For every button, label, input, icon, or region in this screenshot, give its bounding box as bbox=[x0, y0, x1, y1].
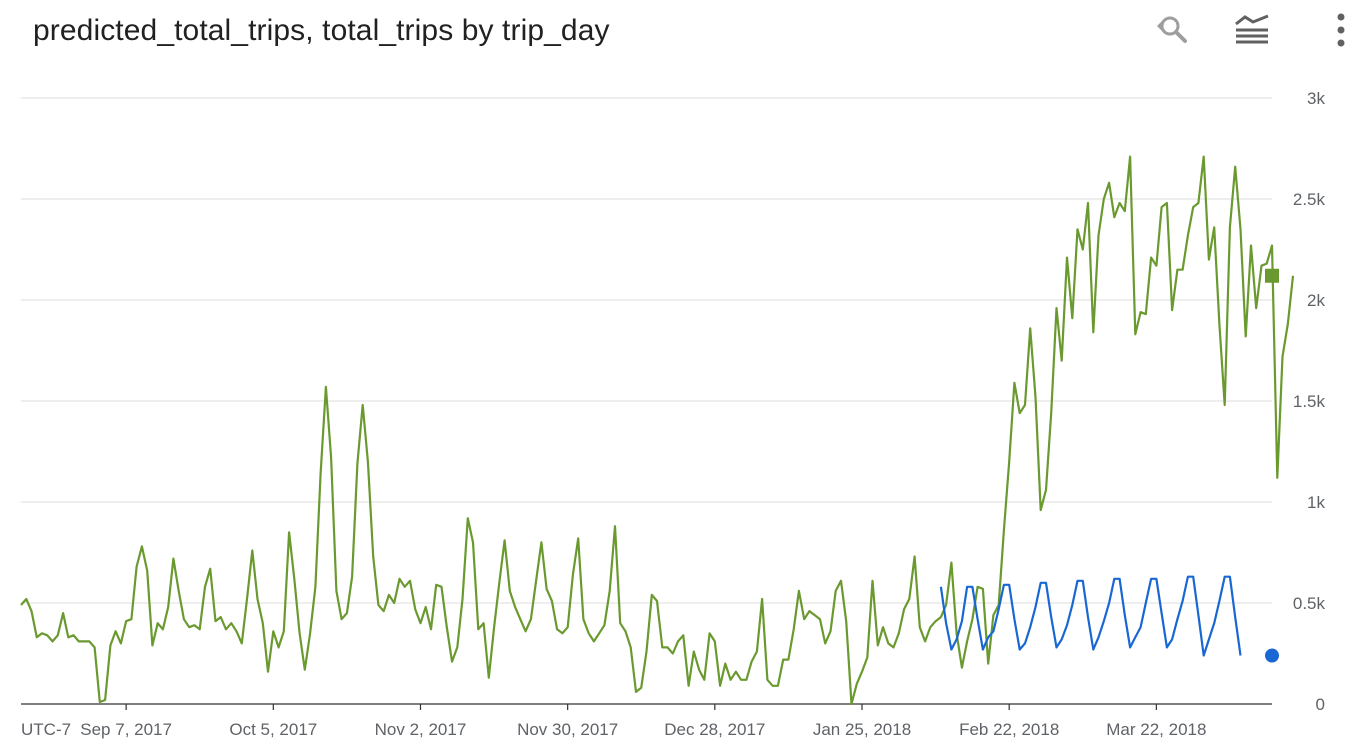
y-tick-label: 1.5k bbox=[1293, 392, 1326, 411]
series-end-marker-circle bbox=[1265, 648, 1279, 663]
y-tick-label: 0.5k bbox=[1293, 594, 1326, 613]
y-tick-label: 1k bbox=[1307, 493, 1325, 512]
series-line-1 bbox=[20, 155, 1295, 706]
y-tick-label: 2.5k bbox=[1293, 190, 1326, 209]
y-tick-label: 3k bbox=[1307, 89, 1325, 108]
chart-title: predicted_total_trips, total_trips by tr… bbox=[33, 14, 610, 47]
y-axis-ticks: 0 0.5k 1k 1.5k 2k 2.5k 3k bbox=[1293, 89, 1326, 714]
x-axis-ticks: Sep 7, 2017 Oct 5, 2017 Nov 2, 2017 Nov 30,… bbox=[80, 704, 1206, 739]
more-options-button[interactable] bbox=[1310, 8, 1350, 52]
reset-zoom-button[interactable] bbox=[1151, 8, 1195, 52]
x-tick-label: Sep 7, 2017 bbox=[80, 720, 172, 739]
series-line-2 bbox=[939, 575, 1242, 657]
x-tick-label: Mar 22, 2018 bbox=[1106, 720, 1206, 739]
series-lines bbox=[20, 155, 1295, 706]
x-tick-label: Oct 5, 2017 bbox=[229, 720, 317, 739]
y-tick-label: 0 bbox=[1316, 695, 1325, 714]
more-vert-icon bbox=[1337, 13, 1345, 47]
x-tick-label: Nov 2, 2017 bbox=[375, 720, 467, 739]
legend-toggle-button[interactable] bbox=[1230, 8, 1274, 52]
x-tick-label: Jan 25, 2018 bbox=[813, 720, 911, 739]
x-tick-label: Feb 22, 2018 bbox=[959, 720, 1059, 739]
series-end-marker-square bbox=[1265, 268, 1279, 283]
y-tick-label: 2k bbox=[1307, 291, 1325, 310]
grid-lines bbox=[21, 97, 1272, 705]
timezone-label: UTC-7 bbox=[21, 720, 71, 739]
x-tick-label: Dec 28, 2017 bbox=[664, 720, 765, 739]
x-tick-label: Nov 30, 2017 bbox=[517, 720, 618, 739]
legend-toggle-icon bbox=[1235, 14, 1269, 44]
reset-zoom-icon bbox=[1157, 16, 1187, 43]
